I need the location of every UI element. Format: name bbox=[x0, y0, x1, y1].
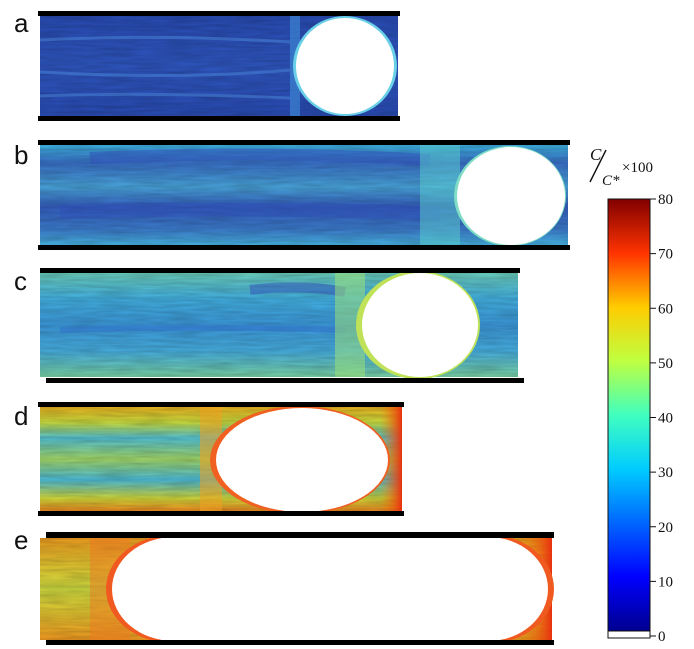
wall-bottom-b bbox=[38, 245, 570, 250]
colorbar-tick-label: 60 bbox=[658, 301, 673, 317]
wall-top-d bbox=[38, 402, 404, 407]
bubble-b bbox=[457, 147, 565, 245]
wall-bottom-e bbox=[46, 640, 554, 645]
panel-label-a: a bbox=[14, 8, 29, 38]
wall-bottom-d bbox=[38, 511, 404, 516]
colorbar-gradient bbox=[607, 198, 651, 632]
panel-label-c: c bbox=[14, 266, 27, 296]
colorbar-tick-label: 70 bbox=[658, 247, 673, 263]
colorbar-tick-label: 30 bbox=[658, 465, 673, 481]
bubble-a bbox=[296, 18, 394, 114]
bubble-c bbox=[362, 273, 478, 377]
bubble-e bbox=[170, 536, 490, 642]
channel-d bbox=[38, 402, 404, 516]
colorbar-ticks: 80 70 60 50 40 30 20 10 0 bbox=[650, 192, 673, 645]
channel-a bbox=[38, 11, 400, 121]
colorbar-tick-label: 80 bbox=[658, 192, 673, 208]
colorbar-tick-label: 40 bbox=[658, 411, 673, 427]
colorbar-tick-label: 0 bbox=[658, 629, 666, 645]
colorbar-tick-label: 20 bbox=[658, 520, 673, 536]
wall-top-e bbox=[46, 532, 554, 538]
bubble-d bbox=[216, 408, 388, 512]
colorbar-tick-label: 50 bbox=[658, 356, 673, 372]
panel-label-b: b bbox=[14, 140, 29, 170]
channel-e bbox=[40, 532, 554, 645]
wall-bottom-a bbox=[38, 116, 400, 121]
colorbar-tick-label: 10 bbox=[658, 574, 673, 590]
wall-top-c bbox=[40, 268, 520, 273]
colorbar-zero-cell bbox=[607, 630, 651, 639]
colorbar-title-c: C bbox=[590, 145, 602, 164]
channel-c bbox=[40, 268, 524, 383]
colorbar-title-cstar: C* bbox=[602, 173, 620, 189]
wall-top-a bbox=[38, 11, 400, 16]
channel-b bbox=[38, 140, 570, 250]
panel-label-d: d bbox=[14, 401, 29, 431]
wall-bottom-c bbox=[46, 378, 524, 383]
panel-label-e: e bbox=[14, 525, 29, 555]
wall-top-b bbox=[38, 140, 570, 145]
colorbar: C C* ×100 80 70 60 50 40 30 20 10 0 bbox=[589, 145, 673, 645]
colorbar-title-factor: ×100 bbox=[622, 160, 653, 176]
